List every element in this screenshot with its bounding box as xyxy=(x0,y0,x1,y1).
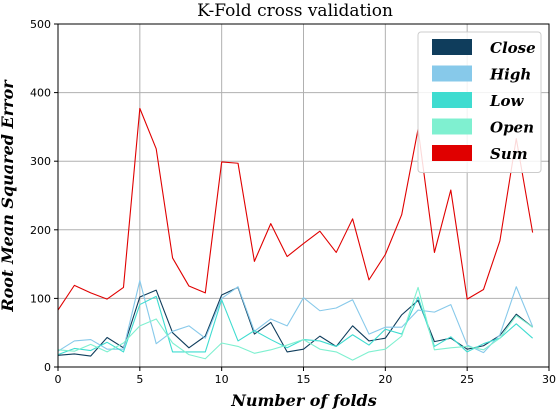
legend-swatch-high xyxy=(432,65,472,82)
y-tick-label: 200 xyxy=(30,224,51,237)
plot-lines xyxy=(57,107,534,361)
legend-label-high: High xyxy=(489,66,531,84)
y-tick-label: 400 xyxy=(30,87,51,100)
x-tick-label: 20 xyxy=(378,373,392,386)
legend-swatch-low xyxy=(432,92,472,108)
legend-swatch-close xyxy=(432,39,472,55)
y-tick-label: 100 xyxy=(30,292,51,305)
x-tick-label: 15 xyxy=(297,373,311,386)
legend-swatch-sum xyxy=(432,145,472,161)
legend-label-sum: Sum xyxy=(490,145,528,163)
series-line-low xyxy=(57,295,533,356)
x-tick-label: 0 xyxy=(55,373,62,386)
legend-swatch-open xyxy=(432,118,472,135)
y-axis-label: Root Mean Squared Error xyxy=(0,79,17,313)
legend-label-low: Low xyxy=(489,92,525,110)
x-tick-label: 30 xyxy=(542,373,556,386)
chart-title: K-Fold cross validation xyxy=(197,1,393,21)
x-tick-label: 5 xyxy=(136,373,143,386)
x-ticks: 0 5 10 15 20 25 30 xyxy=(55,367,556,386)
x-tick-label: 25 xyxy=(460,373,474,386)
y-tick-label: 0 xyxy=(44,361,51,374)
series-line-sum xyxy=(57,107,534,311)
y-tick-label: 300 xyxy=(30,155,51,168)
x-tick-label: 10 xyxy=(215,373,229,386)
series-line-open xyxy=(57,286,533,361)
legend-label-close: Close xyxy=(490,39,536,57)
y-ticks: 0 100 200 300 400 500 xyxy=(30,18,58,374)
x-axis-label: Number of folds xyxy=(230,391,377,410)
series-line-close xyxy=(57,286,533,357)
legend: Close High Low Open Sum xyxy=(417,31,542,173)
y-tick-label: 500 xyxy=(30,18,51,31)
series-line-high xyxy=(57,280,534,354)
legend-label-open: Open xyxy=(490,119,534,137)
